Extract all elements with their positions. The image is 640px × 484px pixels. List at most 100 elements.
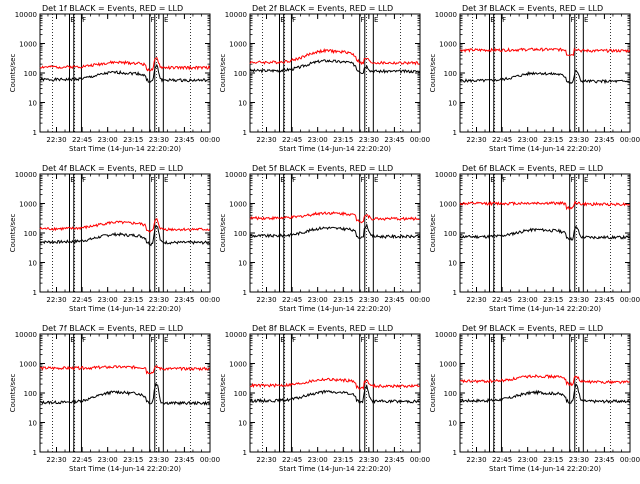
marker-label: E [280,176,284,184]
plot-frame [249,173,421,293]
lld-series-line [249,211,420,224]
y-axis-label: Counts/sec [429,214,437,253]
y-tick-label: 1000 [229,361,247,369]
x-tick-label: 22:30 [46,456,66,464]
y-tick-label: 1000 [19,201,37,209]
y-tick-label: 10000 [225,171,247,179]
y-tick-label: 1000 [229,41,247,49]
y-tick-label: 10 [448,260,457,268]
x-tick-label: 23:00 [308,456,328,464]
y-tick-label: 10000 [225,331,247,339]
lld-series-line [39,57,211,72]
x-tick-label: 00:00 [410,136,430,144]
panel-title: Det 1f BLACK = Events, RED = LLD [42,4,183,13]
x-tick-label: 22:45 [72,296,92,304]
marker-label: E [280,336,284,344]
panel-det-6f: Det 6f BLACK = Events, RED = LLD 1 10 100 10… [429,164,640,313]
events-series-line [249,223,421,240]
y-tick-label: 1 [243,289,247,297]
y-tick-label: 100 [24,70,37,78]
y-tick-label: 100 [234,70,247,78]
marker-label: F [502,176,506,184]
plot-frame [39,173,211,293]
marker-label: F [360,336,364,344]
y-axis-label: Counts/sec [429,374,437,413]
marker-label: E [490,336,494,344]
y-tick-label: 10000 [15,331,37,339]
y-tick-label: 1 [33,289,37,297]
plot-frame [39,13,211,133]
x-tick-label: 23:15 [543,136,563,144]
y-axis-label: Counts/sec [429,54,437,93]
marker-label: E [490,176,494,184]
marker-label: F [570,176,574,184]
marker-label: F [570,16,574,24]
x-tick-label: 00:00 [620,296,640,304]
events-series-line [39,382,210,406]
marker-label: F [82,336,86,344]
panel-det-7f: Det 7f BLACK = Events, RED = LLD 1 10 100 10… [9,324,220,473]
x-tick-label: 23:00 [98,456,118,464]
marker-label: E [70,16,74,24]
panel-title: Det 6f BLACK = Events, RED = LLD [462,164,603,173]
x-tick-label: 23:45 [174,296,194,304]
x-tick-label: 00:00 [200,456,220,464]
x-tick-label: 23:15 [333,296,353,304]
x-axis-label: Start Time (14-Jun-14 22:20:20) [69,145,181,153]
x-tick-label: 23:30 [569,456,589,464]
x-tick-label: 23:00 [518,296,538,304]
panel-det-4f: Det 4f BLACK = Events, RED = LLD 1 10 100 10… [9,164,220,313]
y-axis-label: Counts/sec [9,54,17,93]
x-tick-label: 23:15 [123,296,143,304]
panel-title: Det 8f BLACK = Events, RED = LLD [252,324,393,333]
x-tick-label: 23:15 [333,456,353,464]
y-tick-label: 1000 [439,41,457,49]
y-tick-label: 100 [444,70,457,78]
marker-label: E [164,176,168,184]
y-tick-label: 10 [28,260,37,268]
x-tick-label: 23:00 [518,136,538,144]
x-tick-label: 23:30 [149,136,169,144]
y-tick-label: 10 [28,100,37,108]
panel-title: Det 2f BLACK = Events, RED = LLD [252,4,393,13]
panel-title: Det 4f BLACK = Events, RED = LLD [42,164,183,173]
x-tick-label: 23:00 [518,456,538,464]
y-tick-label: 100 [444,390,457,398]
panel-det-5f: Det 5f BLACK = Events, RED = LLD 1 10 100 10… [219,164,430,313]
x-tick-label: 23:45 [384,136,404,144]
x-tick-label: 22:30 [46,296,66,304]
marker-label: E [374,176,378,184]
marker-label: F [360,176,364,184]
marker-label: E [584,176,588,184]
marker-label: F [150,176,154,184]
panel-title: Det 5f BLACK = Events, RED = LLD [252,164,393,173]
panel-det-9f: Det 9f BLACK = Events, RED = LLD 1 10 100 10… [429,324,640,473]
y-tick-label: 1000 [229,201,247,209]
x-tick-label: 22:45 [492,456,512,464]
y-tick-label: 1 [33,449,37,457]
marker-label: E [584,16,588,24]
x-tick-label: 23:30 [569,296,589,304]
y-tick-label: 10000 [15,11,37,19]
x-tick-label: 23:30 [359,456,379,464]
x-axis-label: Start Time (14-Jun-14 22:20:20) [279,465,391,473]
x-tick-label: 22:45 [282,136,302,144]
y-tick-label: 1 [243,449,247,457]
lld-series-line [459,373,630,387]
marker-label: F [150,336,154,344]
events-series-line [39,224,210,247]
x-tick-label: 22:45 [72,456,92,464]
x-tick-label: 00:00 [410,456,430,464]
marker-label: F [150,16,154,24]
x-tick-label: 22:45 [282,296,302,304]
panel-title: Det 3f BLACK = Events, RED = LLD [462,4,603,13]
x-tick-label: 23:30 [149,296,169,304]
y-axis-label: Counts/sec [219,54,227,93]
y-axis-label: Counts/sec [9,374,17,413]
lld-series-line [459,200,631,211]
y-tick-label: 10 [238,420,247,428]
marker-label: E [374,336,378,344]
y-tick-label: 10 [238,260,247,268]
marker-label: E [584,336,588,344]
